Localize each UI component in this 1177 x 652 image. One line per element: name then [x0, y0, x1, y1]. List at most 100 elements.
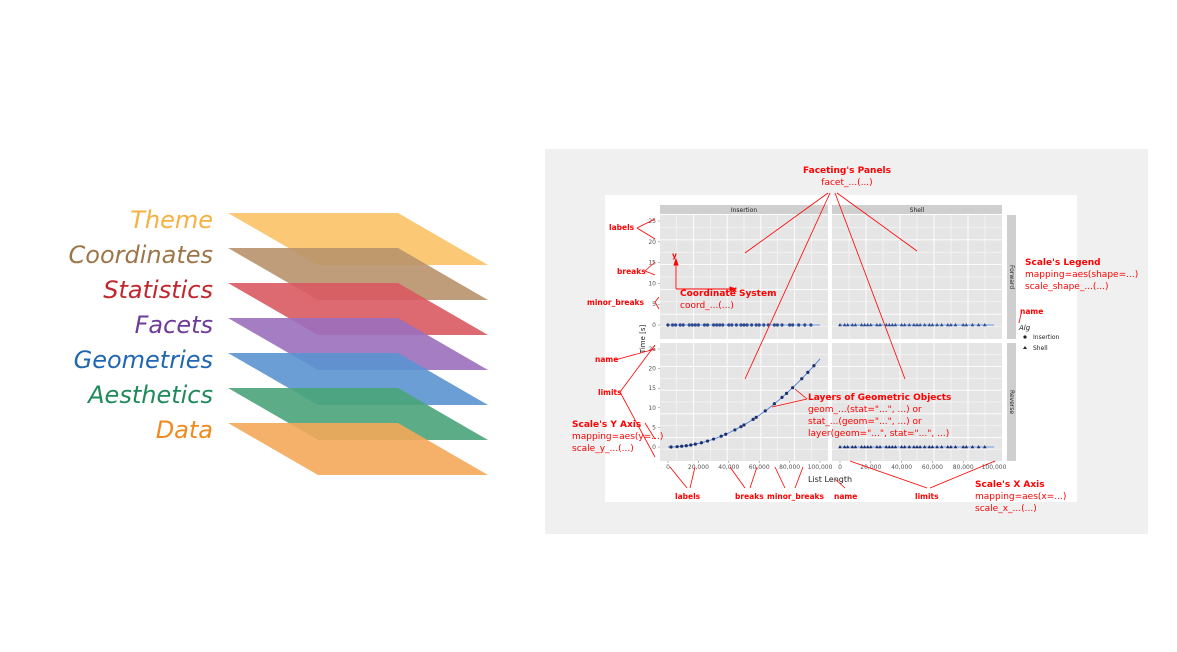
- geom-annotation-title: Layers of Geometric Objects: [808, 393, 952, 403]
- point: [838, 445, 842, 449]
- point: [899, 445, 904, 449]
- x-tick-label: 40,000: [891, 464, 912, 471]
- layer-label-geometries: Geometries: [73, 346, 213, 374]
- point: [875, 445, 879, 449]
- strip-forward: [1007, 215, 1016, 339]
- x-name-annotation: name: [834, 492, 858, 501]
- strip-label-forward: Forward: [1008, 265, 1015, 289]
- point: [946, 445, 950, 449]
- point: [733, 428, 737, 432]
- y-tick-label: 0: [652, 322, 656, 329]
- point: [982, 445, 987, 449]
- xaxis-annotation-line2: scale_x_...(...): [975, 504, 1037, 514]
- y-tick-label: 20: [648, 239, 656, 246]
- point: [939, 445, 944, 449]
- facet-annotation-title: Faceting's Panels: [803, 166, 891, 176]
- x-tick-label: 60,000: [749, 464, 770, 471]
- yaxis-annotation-line1: mapping=aes(y=...): [572, 432, 664, 442]
- y-tick-label: 15: [648, 260, 656, 267]
- point: [689, 443, 693, 447]
- layer-label-aesthetics: Aesthetics: [88, 381, 213, 409]
- point: [961, 445, 965, 449]
- legend-annotation-title: Scale's Legend: [1025, 258, 1101, 268]
- point: [927, 445, 932, 449]
- layer-plane-geometries: [228, 353, 488, 405]
- point: [922, 445, 927, 449]
- point: [853, 445, 858, 449]
- point: [684, 444, 688, 448]
- point: [791, 386, 795, 390]
- y-tick-label: 5: [652, 301, 656, 308]
- x-tick-label: 80,000: [779, 464, 800, 471]
- strip-label-insertion: Insertion: [731, 207, 758, 214]
- y-tick-label: 10: [648, 405, 656, 412]
- y-tick-label: 20: [648, 366, 656, 373]
- yaxis-annotation-line2: scale_y_...(...): [572, 444, 634, 454]
- point: [869, 445, 873, 449]
- layer-plane-coordinates: [228, 248, 488, 300]
- x-tick-label: 100,000: [808, 464, 833, 471]
- legend-name-label: name: [1020, 307, 1044, 316]
- point: [964, 445, 969, 449]
- y-tick-label: 5: [652, 424, 656, 431]
- x-labels-annotation: labels: [675, 492, 701, 501]
- strip-reverse: [1007, 343, 1016, 461]
- point: [976, 445, 981, 449]
- point: [890, 445, 895, 449]
- legend-annotation-line1: mapping=aes(shape=...): [1025, 270, 1139, 280]
- y-tick-label: 15: [648, 385, 656, 392]
- x-tick-label: 80,000: [953, 464, 974, 471]
- point: [705, 439, 710, 443]
- point: [812, 364, 816, 368]
- facet-annotation: Faceting's Panels facet_...(...): [803, 165, 891, 189]
- x-tick-label: 20,000: [860, 464, 881, 471]
- point: [742, 423, 746, 427]
- point: [862, 445, 867, 449]
- y-tick-label: 25: [648, 218, 656, 225]
- point: [912, 445, 916, 449]
- point: [850, 445, 855, 449]
- annotated-plot-figure: Insertion Shell Forward Reverse 0 5 10 15 20…: [545, 149, 1148, 534]
- layer-label-data: Data: [155, 416, 213, 444]
- point: [739, 425, 743, 429]
- yaxis-annotation: Scale's Y Axis mapping=aes(y=...) scale_…: [572, 419, 663, 455]
- point: [865, 445, 870, 449]
- point: [970, 445, 975, 449]
- y-axis-title: Time [s]: [639, 325, 647, 355]
- legend-annotation-line2: scale_shape_...(...): [1025, 282, 1109, 292]
- layer-plane-theme: [228, 213, 488, 265]
- point: [680, 444, 684, 448]
- x-tick-label: 60,000: [922, 464, 943, 471]
- point: [915, 445, 919, 449]
- strip-label-shell: Shell: [910, 207, 925, 214]
- layer-plane-data: [228, 423, 488, 475]
- point: [935, 445, 939, 449]
- point: [669, 445, 673, 449]
- point: [784, 391, 789, 395]
- point: [806, 370, 810, 374]
- x-tick-label: 0: [838, 464, 842, 471]
- geom-annotation-line1: geom_...(stat="...", ...) or: [808, 405, 922, 415]
- coord-arrows: [673, 257, 738, 292]
- point: [754, 415, 758, 419]
- point: [918, 445, 922, 449]
- strip-insertion: [660, 205, 828, 214]
- plot-svg: Insertion Shell Forward Reverse 0 5 10 15 20…: [605, 192, 1077, 502]
- point: [930, 445, 935, 449]
- legend-label-shell: Shell: [1033, 345, 1048, 352]
- strip-label-reverse: Reverse: [1008, 390, 1015, 414]
- x-tick-label: 20,000: [688, 464, 709, 471]
- yaxis-annotation-title: Scale's Y Axis: [572, 420, 642, 430]
- y-labels-annotation: labels: [609, 223, 635, 232]
- point: [675, 445, 679, 449]
- point: [893, 445, 898, 449]
- coord-annotation-title: Coordinate System: [680, 289, 777, 299]
- y-tick-label: 0: [652, 444, 656, 451]
- y-name-annotation: name: [595, 355, 619, 364]
- legend-key-shell: [1023, 346, 1027, 349]
- point: [751, 417, 755, 421]
- legend-title: Alg: [1018, 324, 1031, 332]
- x-tick-label: 0: [666, 464, 670, 471]
- point: [949, 445, 953, 449]
- legend-annotation: Scale's Legend mapping=aes(shape=...) sc…: [1025, 257, 1138, 293]
